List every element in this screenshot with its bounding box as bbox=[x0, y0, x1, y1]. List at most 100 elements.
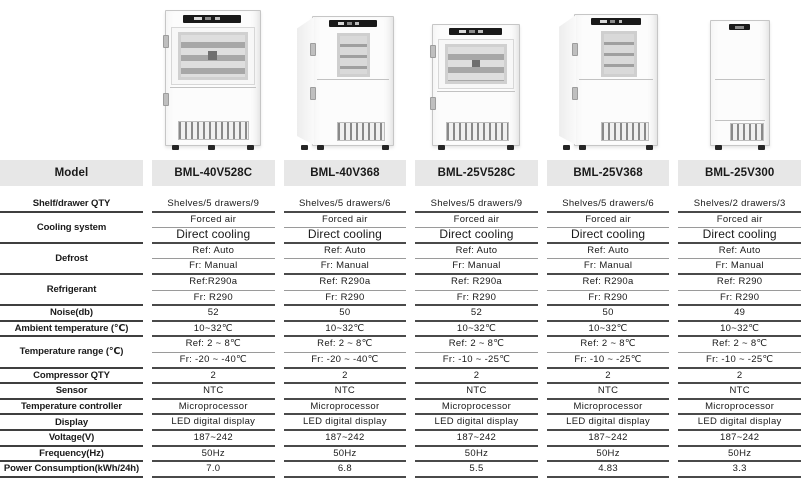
spec-value: Fr: -20 ~ -40℃ bbox=[283, 353, 407, 369]
spec-value: 3.3 bbox=[678, 462, 801, 478]
spec-value: LED digital display bbox=[152, 415, 275, 431]
spec-group-row: Sensor NTC NTC NTC NTC NTC bbox=[0, 384, 801, 400]
spec-value: Ref: Auto bbox=[152, 244, 275, 260]
spec-group-row: Temperature controller Microprocessor Micr… bbox=[0, 400, 801, 416]
spec-value: Microprocessor bbox=[415, 400, 538, 416]
spec-group-row: Ambient temperature (℃) 10~32℃ 10~32℃ 10~32… bbox=[0, 322, 801, 338]
spec-value: Ref: Auto bbox=[283, 244, 407, 260]
vent-grille bbox=[730, 123, 764, 141]
spec-value: 187~242 bbox=[546, 431, 670, 447]
spec-value: Fr: Manual bbox=[152, 259, 275, 275]
spec-value: 187~242 bbox=[678, 431, 801, 447]
door-seam bbox=[579, 79, 654, 80]
door-handle bbox=[430, 97, 437, 110]
spec-value: 5.5 bbox=[415, 462, 538, 478]
door-handle bbox=[309, 87, 316, 100]
spec-group-row: Compressor QTY 2 2 2 2 2 bbox=[0, 369, 801, 385]
door-seam bbox=[170, 87, 257, 88]
spec-value: 10~32℃ bbox=[415, 322, 538, 338]
product-image-bml-40v368 bbox=[296, 16, 394, 150]
model-name-bml-40v528c: BML-40V528C bbox=[152, 160, 275, 186]
spec-group-label: Noise(db) bbox=[0, 306, 143, 322]
spec-group-label: Power Consumption(kWh/24h) bbox=[0, 462, 143, 478]
spec-value: 52 bbox=[152, 306, 275, 322]
spec-group-row: Frequency(Hz) 50Hz 50Hz 50Hz 50Hz 50Hz bbox=[0, 447, 801, 463]
spec-value: Direct cooling bbox=[546, 228, 670, 244]
model-name-bml-25v528c: BML-25V528C bbox=[415, 160, 538, 186]
product-image-bml-25v300 bbox=[709, 20, 770, 150]
spec-group-label: Temperature controller bbox=[0, 400, 143, 416]
product-image-bml-40v528c bbox=[163, 10, 262, 150]
product-cell-5 bbox=[678, 20, 801, 150]
spec-value: 50Hz bbox=[415, 447, 538, 463]
spec-value: Ref: Auto bbox=[678, 244, 801, 260]
spec-subrow: Forced air Forced air Forced air Forced air… bbox=[143, 213, 801, 229]
spec-subrow: 187~242 187~242 187~242 187~242 187~242 bbox=[143, 431, 801, 447]
spec-value: Ref: Auto bbox=[415, 244, 538, 260]
spec-group-row: Refrigerant Ref:R290a Ref: R290a Ref: R290a… bbox=[0, 275, 801, 307]
spec-group-label: Defrost bbox=[0, 244, 143, 275]
spec-group-row: Temperature range (℃) Ref: 2 ~ 8℃ Ref: 2 ~… bbox=[0, 337, 801, 369]
spec-value: Ref: 2 ~ 8℃ bbox=[283, 337, 407, 353]
spec-value: Shelves/5 drawers/9 bbox=[415, 197, 538, 213]
spec-value: 7.0 bbox=[152, 462, 275, 478]
spec-group-row: Voltage(V) 187~242 187~242 187~242 187~242 18… bbox=[0, 431, 801, 447]
spec-group-label: Refrigerant bbox=[0, 275, 143, 307]
product-image-bml-25v368 bbox=[559, 14, 659, 150]
spec-value: Ref: 2 ~ 8℃ bbox=[546, 337, 670, 353]
spec-value: Ref: R290a bbox=[546, 275, 670, 291]
spec-value: LED digital display bbox=[678, 415, 801, 431]
caster bbox=[757, 145, 765, 150]
spec-value: Ref: 2 ~ 8℃ bbox=[415, 337, 538, 353]
spec-subrow: 52 50 52 50 49 bbox=[143, 306, 801, 322]
spec-value: Direct cooling bbox=[283, 228, 407, 244]
spec-group-label: Sensor bbox=[0, 384, 143, 400]
spec-value: Microprocessor bbox=[546, 400, 670, 416]
spec-value: Fr: Manual bbox=[283, 259, 407, 275]
door-window bbox=[445, 44, 508, 84]
spec-group-label: Shelf/drawer QTY bbox=[0, 197, 143, 213]
spec-value: 2 bbox=[678, 369, 801, 385]
spec-table-header: Model BML-40V528C BML-40V368 BML-25V528C… bbox=[0, 160, 801, 186]
spec-value: 2 bbox=[283, 369, 407, 385]
spec-value: Forced air bbox=[415, 213, 538, 229]
spec-subrow: Direct cooling Direct cooling Direct cooli… bbox=[143, 228, 801, 244]
spec-value: 2 bbox=[546, 369, 670, 385]
spec-value: NTC bbox=[283, 384, 407, 400]
cabinet-side bbox=[559, 15, 577, 145]
spec-value: 10~32℃ bbox=[546, 322, 670, 338]
caster bbox=[579, 145, 587, 150]
spec-subrow: Fr: Manual Fr: Manual Fr: Manual Fr: Manual… bbox=[143, 259, 801, 275]
spec-value: Fr: Manual bbox=[546, 259, 670, 275]
spec-value: Ref: 2 ~ 8℃ bbox=[678, 337, 801, 353]
foot bbox=[507, 145, 515, 150]
spec-group-label: Temperature range (℃) bbox=[0, 337, 143, 369]
vent-grille bbox=[445, 122, 510, 141]
spec-group-row: Power Consumption(kWh/24h) 7.0 6.8 5.5 4.83 3… bbox=[0, 462, 801, 478]
spec-value: 2 bbox=[415, 369, 538, 385]
spec-value: 50 bbox=[283, 306, 407, 322]
foot bbox=[438, 145, 446, 150]
glass-door bbox=[438, 39, 515, 89]
spec-value: Forced air bbox=[283, 213, 407, 229]
door-handle bbox=[572, 43, 579, 56]
spec-subrow: Ref:R290a Ref: R290a Ref: R290a Ref: R290a R… bbox=[143, 275, 801, 291]
products-row bbox=[0, 0, 801, 158]
spec-group-label: Compressor QTY bbox=[0, 369, 143, 385]
control-panel bbox=[183, 15, 242, 23]
spec-value: 10~32℃ bbox=[283, 322, 407, 338]
spec-subrow: 50Hz 50Hz 50Hz 50Hz 50Hz bbox=[143, 447, 801, 463]
spec-value: 187~242 bbox=[152, 431, 275, 447]
spec-value: Direct cooling bbox=[152, 228, 275, 244]
spec-value: Fr: R290 bbox=[152, 291, 275, 307]
spec-group-row: Noise(db) 52 50 52 50 49 bbox=[0, 306, 801, 322]
spec-value: 50Hz bbox=[152, 447, 275, 463]
vent-grille bbox=[177, 121, 250, 140]
spec-value: Fr: -20 ~ -40℃ bbox=[152, 353, 275, 369]
spec-value: Fr: -10 ~ -25℃ bbox=[678, 353, 801, 369]
spec-value: LED digital display bbox=[415, 415, 538, 431]
spec-value: NTC bbox=[152, 384, 275, 400]
spec-subrow: Shelves/5 drawers/9 Shelves/5 drawers/6 Sh… bbox=[143, 197, 801, 213]
model-name-bml-25v300: BML-25V300 bbox=[678, 160, 801, 186]
